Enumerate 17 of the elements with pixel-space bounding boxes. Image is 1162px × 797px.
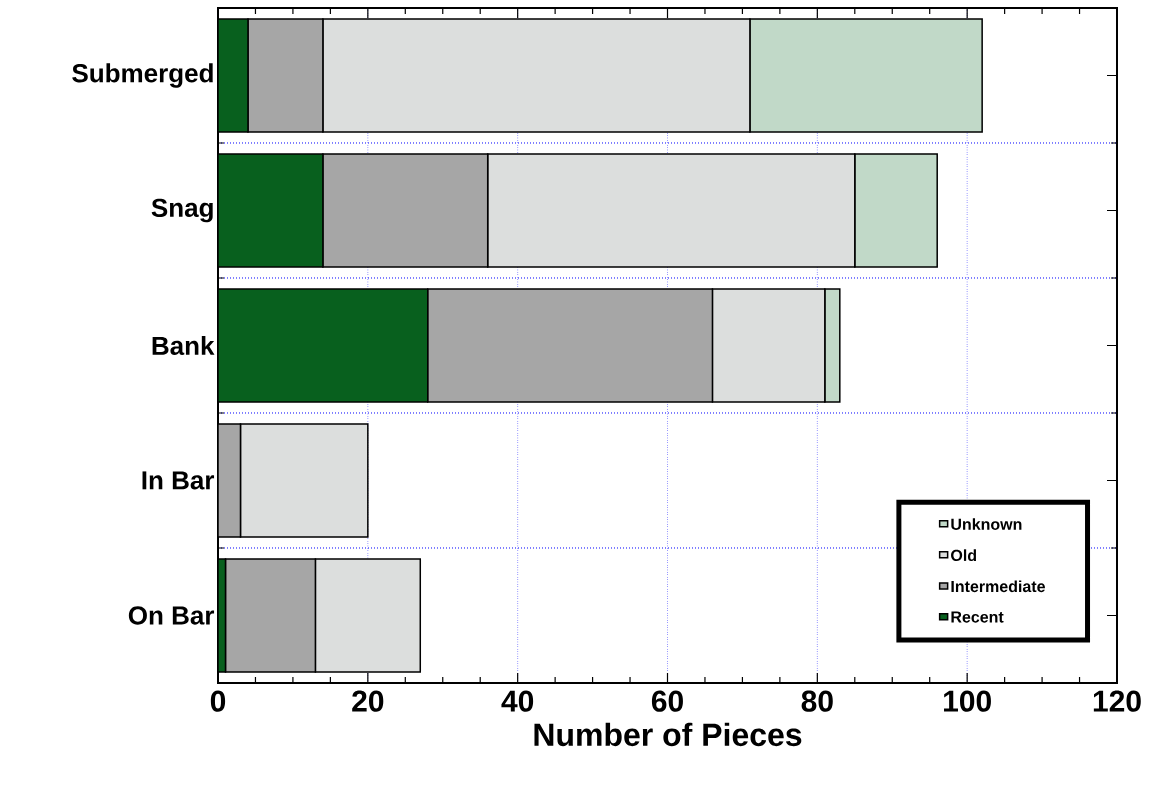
legend-label: Unknown — [951, 518, 1022, 530]
y-tick-label: Snag — [151, 198, 213, 223]
x-axis-title: Number of Pieces — [534, 722, 802, 747]
x-tick-label: 80 — [801, 690, 833, 712]
y-tick-label: In Bar — [142, 471, 215, 490]
y-tick-label: Submerged — [72, 63, 213, 88]
x-tick-label: 40 — [501, 690, 534, 712]
y-tick-label: On Bar — [128, 606, 215, 625]
legend-label: Old — [951, 549, 977, 562]
legend-label: Intermediate — [951, 580, 1045, 593]
legend-label: Recent — [951, 611, 1004, 623]
x-tick-label: 0 — [210, 690, 226, 712]
x-tick-label: 60 — [651, 690, 683, 712]
y-tick-label: Bank — [152, 335, 215, 356]
x-tick-label: 120 — [1093, 690, 1141, 712]
x-tick-label: 20 — [352, 690, 384, 712]
x-tick-label: 100 — [944, 690, 991, 712]
